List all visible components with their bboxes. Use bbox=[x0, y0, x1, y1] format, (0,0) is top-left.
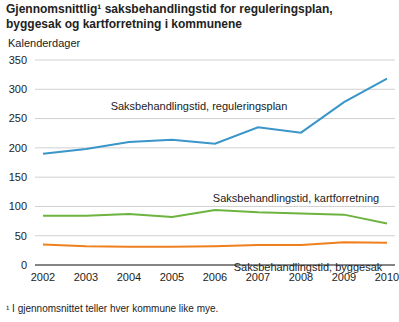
svg-text:50: 50 bbox=[15, 230, 27, 242]
svg-text:Saksbehandlingstid, regulering: Saksbehandlingstid, reguleringsplan bbox=[111, 100, 288, 112]
svg-text:2009: 2009 bbox=[331, 270, 357, 283]
svg-text:0: 0 bbox=[21, 259, 27, 271]
svg-text:2008: 2008 bbox=[288, 270, 314, 283]
svg-text:100: 100 bbox=[9, 200, 27, 212]
svg-text:2005: 2005 bbox=[160, 271, 184, 283]
svg-text:Saksbehandlingstid, kartforret: Saksbehandlingstid, kartforretning bbox=[213, 192, 379, 204]
html-text:Kalenderdager: Kalenderdager bbox=[8, 37, 81, 49]
svg-text:200: 200 bbox=[9, 142, 27, 154]
svg-text:250: 250 bbox=[9, 112, 27, 124]
svg-text:2007: 2007 bbox=[245, 270, 271, 283]
svg-text:2006: 2006 bbox=[203, 271, 227, 283]
svg-text:2002: 2002 bbox=[31, 271, 55, 283]
html-text:Gjennomsnittlig¹ saksbehandlin: Gjennomsnittlig¹ saksbehandlingstid for … bbox=[6, 2, 333, 31]
svg-text:2004: 2004 bbox=[117, 271, 141, 283]
html-text:¹ I gjennomsnittet teller hver: ¹ I gjennomsnittet teller hver kommune l… bbox=[6, 303, 219, 314]
svg-text:300: 300 bbox=[9, 83, 27, 95]
svg-text:150: 150 bbox=[9, 171, 27, 183]
svg-text:Saksbehandlingstid, byggesak: Saksbehandlingstid, byggesak bbox=[234, 261, 383, 273]
svg-text:2003: 2003 bbox=[74, 271, 98, 283]
svg-text:350: 350 bbox=[9, 54, 27, 66]
